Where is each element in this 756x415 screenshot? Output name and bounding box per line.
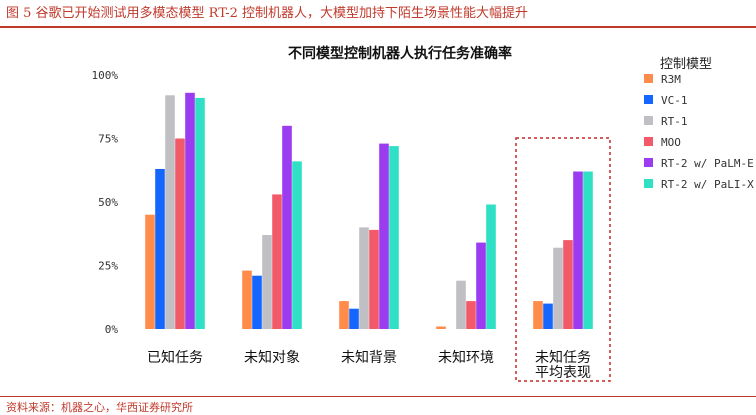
category-label: 未知任务 (535, 349, 591, 366)
legend-label: VC-1 (661, 94, 688, 107)
y-tick-label: 75% (98, 133, 118, 146)
bar (155, 169, 165, 329)
bar (553, 247, 563, 329)
title-rule (0, 26, 756, 28)
legend-title: 控制模型 (660, 57, 712, 72)
legend-swatch (644, 137, 653, 146)
bar (573, 171, 583, 329)
bar (349, 308, 359, 329)
bar (359, 227, 369, 329)
bar (583, 171, 593, 329)
highlight-box (515, 137, 611, 382)
source-note: 资料来源：机器之心，华西证券研究所 (6, 401, 193, 414)
category-label: 已知任务 (147, 349, 203, 366)
bar (185, 92, 195, 329)
bar (195, 97, 205, 330)
legend-swatch (644, 95, 653, 104)
legend-swatch (644, 158, 653, 167)
bar (466, 301, 476, 329)
bar (145, 214, 155, 329)
bar (389, 146, 399, 329)
category-label: 未知对象 (244, 349, 300, 366)
figure-title: 图 5 谷歌已开始测试用多模态模型 RT-2 控制机器人，大模型加持下陌生场景性… (6, 6, 529, 21)
legend-label: RT-2 w/ PaLI-X (661, 178, 754, 191)
source-rule (0, 396, 756, 397)
bar (533, 301, 543, 329)
legend-swatch (644, 74, 653, 83)
y-tick-label: 25% (98, 260, 118, 273)
y-tick-label: 100% (92, 69, 119, 82)
bar (292, 161, 302, 329)
bar (175, 138, 185, 329)
bar (543, 303, 553, 329)
legend-label: R3M (661, 73, 681, 86)
bar (272, 194, 282, 329)
bar (165, 95, 175, 329)
category-label: 平均表现 (535, 365, 591, 381)
bar (369, 229, 379, 329)
legend-swatch (644, 179, 653, 188)
legend-label: MOO (661, 136, 681, 149)
y-tick-label: 0% (105, 323, 119, 336)
category-label: 未知环境 (438, 349, 494, 366)
category-label: 未知背景 (341, 349, 397, 366)
bar (379, 143, 389, 329)
chart-title: 不同模型控制机器人执行任务准确率 (288, 45, 512, 62)
legend-label: RT-1 (661, 115, 688, 128)
bar (252, 275, 262, 329)
bar-chart: 不同模型控制机器人执行任务准确率 0% 25% 50% 75% 100% 已知任务 未知对… (92, 45, 754, 382)
y-axis-ticks: 0% 25% 50% 75% 100% (92, 69, 119, 336)
bars (145, 92, 593, 330)
bar (282, 125, 292, 329)
bar (242, 270, 252, 329)
y-tick-label: 50% (98, 196, 118, 209)
bar (339, 301, 349, 329)
bar (563, 240, 573, 329)
legend-swatch (644, 116, 653, 125)
bar (262, 235, 272, 329)
legend-label: RT-2 w/ PaLM-E (661, 157, 754, 170)
bar (486, 204, 496, 329)
bar (436, 326, 446, 329)
bar (476, 242, 486, 329)
bar (456, 280, 466, 329)
